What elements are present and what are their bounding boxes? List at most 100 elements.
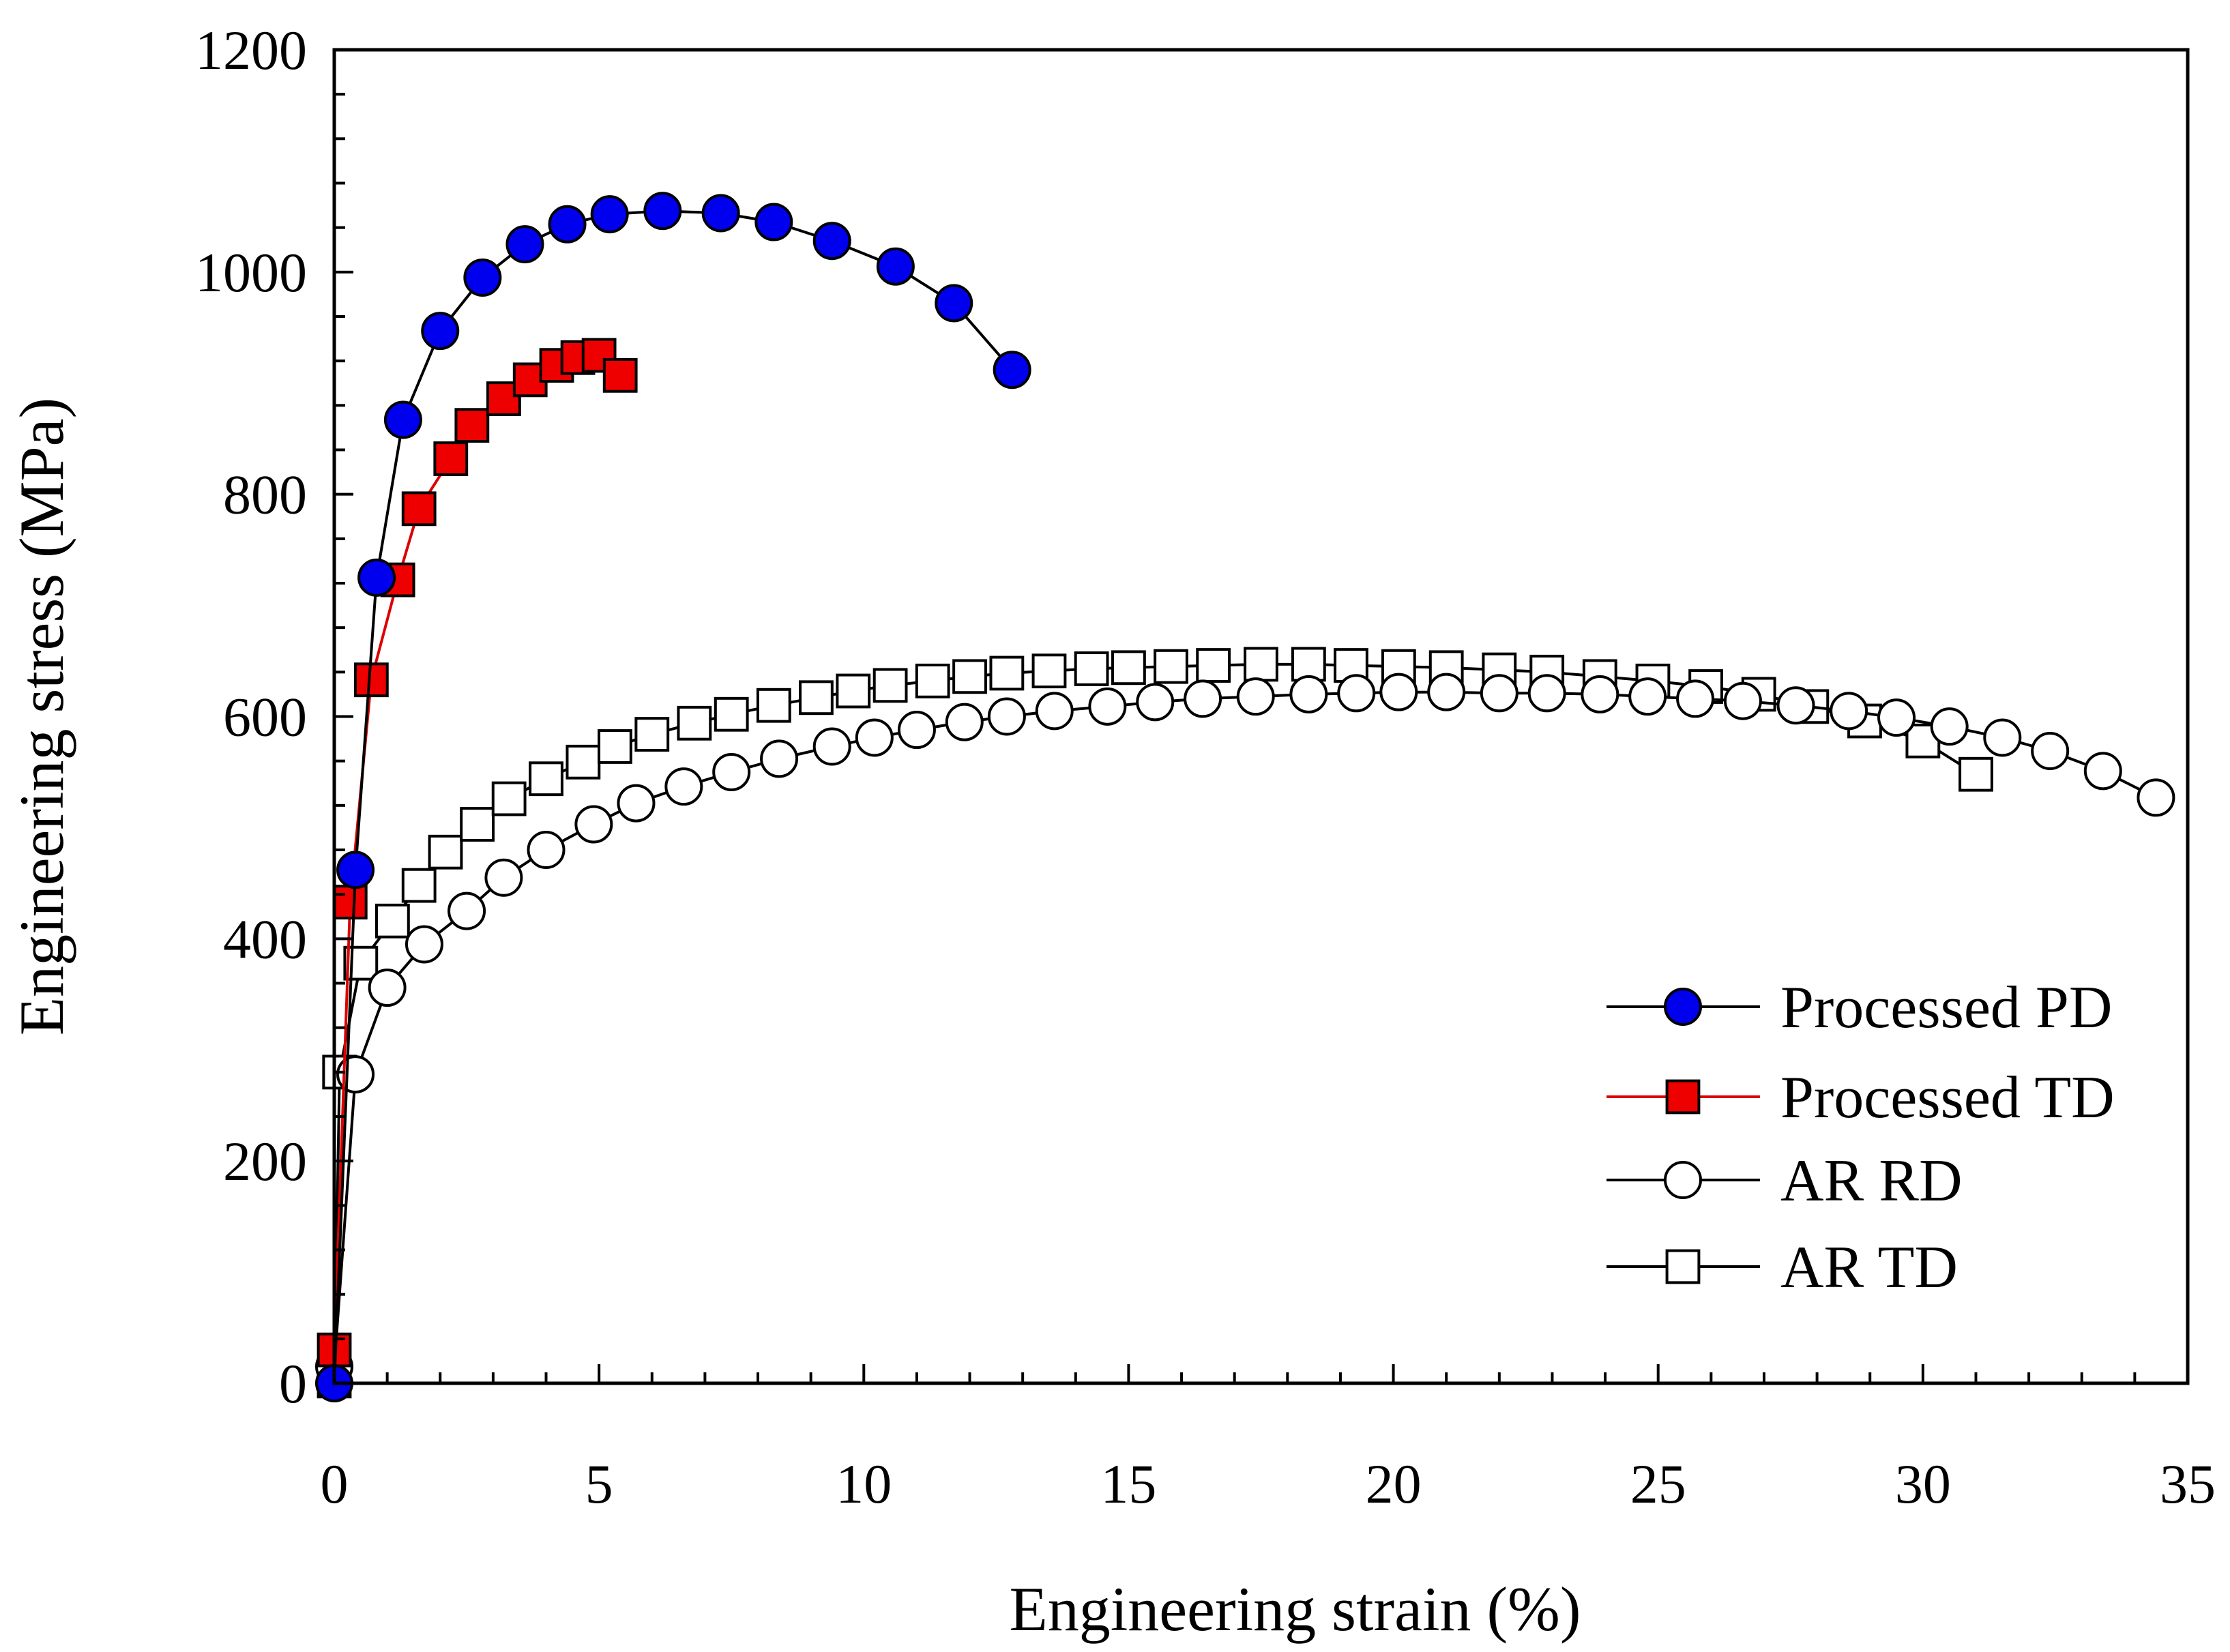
- data-point-ar-rd: [945, 703, 984, 741]
- y-axis-title: Engineering stress (MPa): [7, 398, 76, 1035]
- x-tick-label: 20: [1366, 1453, 1422, 1515]
- data-point-processed-td: [433, 441, 469, 476]
- y-tick-label: 1200: [195, 19, 307, 81]
- data-point-ar-rd: [484, 858, 523, 897]
- data-point-ar-rd: [1184, 679, 1222, 718]
- data-point-ar-td: [529, 761, 563, 797]
- data-point-ar-rd: [1379, 673, 1418, 711]
- legend-marker: [1664, 988, 1702, 1026]
- legend: Processed PD Processed TD AR RD AR TD: [1607, 975, 2115, 1301]
- data-point-ar-rd: [574, 805, 613, 844]
- series-line-ar-rd: [333, 690, 2157, 1367]
- legend-marker: [1664, 1161, 1702, 1199]
- data-point-ar-td: [1196, 648, 1231, 683]
- data-point-processed-td: [602, 357, 638, 393]
- data-point-processed-pd: [463, 258, 502, 297]
- data-point-ar-rd: [1983, 718, 2022, 757]
- y-tick-label: 0: [279, 1353, 307, 1415]
- data-point-processed-pd: [754, 203, 793, 241]
- data-point-ar-td: [401, 868, 437, 903]
- data-point-ar-td: [1154, 649, 1188, 684]
- series-line-processed-pd: [333, 209, 1014, 1384]
- x-tick-label: 10: [836, 1453, 892, 1515]
- data-point-ar-rd: [1289, 675, 1328, 713]
- data-point-ar-rd: [2083, 752, 2122, 791]
- data-point-ar-td: [872, 668, 908, 703]
- data-point-processed-pd: [876, 247, 915, 286]
- data-point-processed-pd: [701, 194, 740, 233]
- data-point-ar-rd: [987, 697, 1026, 736]
- data-point-processed-pd: [548, 205, 587, 244]
- data-point-ar-td: [756, 688, 791, 723]
- data-point-ar-rd: [855, 718, 894, 757]
- legend-label: AR RD: [1780, 1148, 1963, 1214]
- data-point-ar-td: [598, 729, 632, 764]
- data-point-processed-td: [332, 885, 368, 919]
- data-point-processed-pd: [357, 558, 396, 597]
- data-point-ar-td: [989, 655, 1025, 691]
- x-tick-label: 5: [585, 1453, 613, 1515]
- x-tick-label: 0: [321, 1453, 349, 1515]
- data-point-processed-pd: [935, 284, 973, 323]
- y-tick-label: 600: [223, 686, 307, 748]
- y-tick-label: 400: [223, 908, 307, 970]
- data-point-ar-td: [566, 744, 601, 780]
- data-point-ar-td: [634, 717, 670, 752]
- data-point-ar-td: [1958, 756, 1993, 792]
- data-point-processed-pd: [505, 225, 544, 264]
- data-point-ar-td: [375, 903, 410, 939]
- y-tick-label: 1000: [195, 241, 307, 304]
- data-point-processed-pd: [590, 195, 629, 234]
- data-point-ar-td: [1074, 651, 1109, 686]
- data-point-ar-td: [799, 680, 834, 716]
- legend-marker: [1665, 1249, 1701, 1284]
- data-point-ar-rd: [2031, 732, 2070, 771]
- x-axis: 0 5 10 15 20 25 30 35: [321, 1364, 2216, 1515]
- data-point-ar-rd: [617, 784, 656, 823]
- data-point-processed-pd: [812, 222, 851, 261]
- data-point-ar-td: [1291, 647, 1326, 682]
- data-point-processed-td: [454, 408, 490, 443]
- data-point-ar-rd: [1527, 674, 1566, 713]
- y-tick-label: 200: [223, 1130, 307, 1192]
- data-point-ar-td: [460, 807, 495, 842]
- x-tick-label: 30: [1895, 1453, 1951, 1515]
- data-point-ar-rd: [1337, 674, 1376, 713]
- data-point-ar-rd: [1581, 675, 1619, 713]
- data-point-processed-pd: [993, 351, 1031, 389]
- data-point-ar-td: [1031, 653, 1067, 689]
- data-point-ar-rd: [812, 727, 851, 766]
- y-tick-label: 800: [223, 464, 307, 526]
- data-point-ar-rd: [1723, 681, 1762, 720]
- data-point-ar-rd: [368, 969, 407, 1007]
- data-point-ar-td: [428, 834, 463, 870]
- data-point-ar-rd: [1236, 677, 1275, 716]
- data-point-ar-rd: [712, 752, 751, 791]
- legend-label: AR TD: [1780, 1235, 1958, 1301]
- data-point-ar-rd: [527, 831, 566, 869]
- y-axis: 0 200 400 600 800 1000 1200: [195, 19, 353, 1415]
- data-point-ar-rd: [1427, 673, 1466, 711]
- data-point-ar-td: [1244, 647, 1278, 682]
- data-point-ar-rd: [1136, 683, 1175, 722]
- data-point-ar-td: [836, 673, 871, 709]
- legend-entry-processed-pd: Processed PD: [1607, 975, 2112, 1041]
- legend-entry-ar-td: AR TD: [1607, 1235, 1958, 1301]
- data-point-ar-rd: [1776, 686, 1815, 725]
- data-point-ar-rd: [1877, 698, 1916, 737]
- data-point-ar-rd: [664, 767, 703, 806]
- data-point-ar-rd: [405, 925, 443, 964]
- legend-label: Processed TD: [1780, 1065, 2115, 1131]
- data-point-processed-td: [401, 491, 437, 527]
- data-point-ar-td: [1111, 650, 1146, 685]
- data-point-processed-pd: [643, 192, 682, 231]
- data-point-ar-rd: [1930, 707, 1969, 746]
- data-point-ar-td: [915, 663, 950, 698]
- data-point-ar-rd: [1676, 679, 1715, 718]
- x-tick-label: 25: [1630, 1453, 1686, 1515]
- x-tick-label: 15: [1100, 1453, 1156, 1515]
- x-tick-label: 35: [2160, 1453, 2216, 1515]
- series-ar-rd: [315, 673, 2175, 1386]
